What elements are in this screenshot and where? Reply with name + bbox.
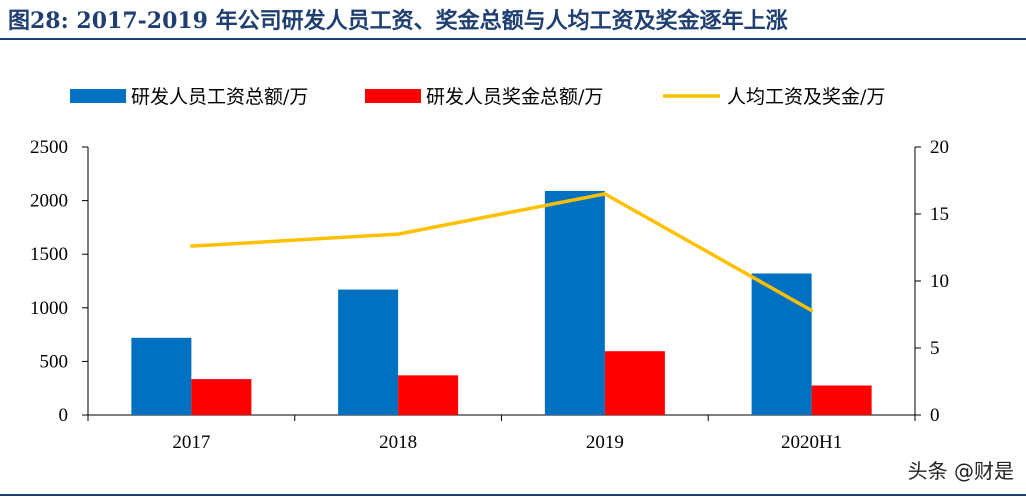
legend-label-bonus: 研发人员奖金总额/万: [426, 86, 603, 108]
right-y-tick-label: 15: [930, 204, 949, 225]
legend-label-per-capita: 人均工资及奖金/万: [727, 86, 885, 108]
header-divider: [0, 38, 1026, 40]
footer-divider: [0, 494, 1026, 496]
right-y-tick-label: 5: [930, 338, 940, 359]
left-y-tick-label: 2500: [30, 137, 68, 158]
per-capita-point: [189, 244, 193, 248]
legend-label-salary: 研发人员工资总额/万: [131, 86, 308, 108]
right-y-tick-label: 0: [930, 405, 940, 426]
axes: 0 500 1000 1500 2000 2500 0 5 10 15 20 2017 2018 2019…: [30, 137, 949, 453]
figure-title: 图28: 2017-2019 年公司研发人员工资、奖金总额与人均工资及奖金逐年上…: [8, 8, 788, 34]
x-tick-label: 2017: [172, 432, 210, 453]
per-capita-point: [603, 192, 607, 196]
left-y-tick-label: 500: [40, 351, 69, 372]
per-capita-line: [191, 192, 813, 313]
bars: [131, 190, 872, 415]
bonus-bar: [811, 385, 872, 415]
legend-swatch-bonus: [365, 89, 421, 103]
left-y-tick-label: 1000: [30, 298, 68, 319]
salary-bar: [338, 289, 399, 415]
right-y-tick-label: 20: [930, 137, 949, 158]
bonus-bar: [398, 375, 459, 415]
watermark: 头条 @财是: [907, 459, 1014, 483]
legend: 研发人员工资总额/万 研发人员奖金总额/万 人均工资及奖金/万: [70, 86, 885, 108]
right-y-tick-label: 10: [930, 271, 949, 292]
per-capita-point: [810, 308, 814, 312]
figure-header: 图28: 2017-2019 年公司研发人员工资、奖金总额与人均工资及奖金逐年上…: [0, 0, 1026, 36]
left-y-tick-label: 0: [59, 405, 69, 426]
left-y-tick-label: 2000: [30, 191, 68, 212]
left-y-tick-label: 1500: [30, 244, 68, 265]
legend-swatch-salary: [70, 89, 126, 103]
line-series: [189, 192, 814, 313]
salary-bar: [544, 190, 605, 415]
bonus-bar: [191, 379, 252, 415]
salary-bar: [131, 337, 192, 415]
x-tick-label: 2020H1: [781, 432, 842, 453]
salary-bar: [751, 273, 812, 415]
per-capita-point: [396, 232, 400, 236]
x-tick-label: 2018: [379, 432, 417, 453]
bonus-bar: [604, 351, 665, 415]
x-tick-label: 2019: [586, 432, 624, 453]
